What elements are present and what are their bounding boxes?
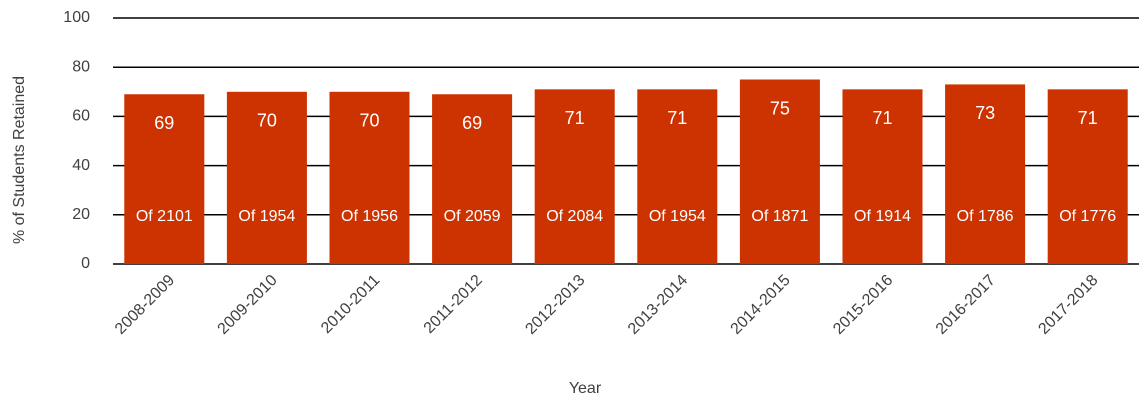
value-label: 69 (154, 113, 174, 133)
bar-annotation: Of 1786 (957, 208, 1014, 225)
value-label: 71 (1078, 108, 1098, 128)
bar (739, 79, 820, 264)
bar (637, 89, 718, 264)
bar (534, 89, 615, 264)
value-label: 69 (462, 113, 482, 133)
x-tick-label: 2008-2009 (112, 272, 178, 338)
x-axis-title: Year (569, 380, 602, 397)
value-label: 75 (770, 98, 790, 118)
y-tick-label: 100 (63, 9, 90, 26)
bar (842, 89, 923, 264)
bar-annotation: Of 1954 (238, 208, 295, 225)
y-tick-label: 40 (72, 157, 90, 174)
x-tick-label: 2009-2010 (215, 272, 281, 338)
bar (1047, 89, 1128, 264)
x-tick-label: 2010-2011 (318, 272, 383, 337)
y-axis-title: % of Students Retained (11, 76, 28, 244)
value-label: 71 (667, 108, 687, 128)
value-label: 70 (359, 111, 379, 131)
bar (329, 91, 410, 264)
bar-annotation: Of 1871 (751, 208, 808, 225)
value-label: 73 (975, 103, 995, 123)
bar-annotation: Of 1956 (341, 208, 398, 225)
x-tick-label: 2012-2013 (522, 272, 588, 338)
y-tick-label: 60 (72, 108, 90, 125)
x-tick-label: 2015-2016 (830, 272, 896, 338)
x-tick-label: 2011-2012 (421, 272, 486, 337)
x-tick-label: 2013-2014 (625, 272, 691, 338)
bar (432, 94, 513, 264)
bar (124, 94, 205, 264)
value-label: 71 (872, 108, 892, 128)
value-label: 71 (565, 108, 585, 128)
y-tick-label: 80 (72, 58, 90, 75)
bar (945, 84, 1026, 264)
bar (226, 91, 307, 264)
bar-annotation: Of 1776 (1059, 208, 1116, 225)
x-tick-label: 2014-2015 (728, 272, 794, 338)
bar-annotation: Of 1914 (854, 208, 911, 225)
y-tick-label: 20 (72, 206, 90, 223)
y-tick-label: 0 (81, 255, 90, 272)
bar-annotation: Of 1954 (649, 208, 706, 225)
x-tick-label: 2017-2018 (1035, 272, 1101, 338)
x-tick-label: 2016-2017 (933, 272, 999, 338)
value-label: 70 (257, 111, 277, 131)
bar-annotation: Of 2059 (444, 208, 501, 225)
bar-annotation: Of 2084 (546, 208, 603, 225)
bar-annotation: Of 2101 (136, 208, 193, 225)
